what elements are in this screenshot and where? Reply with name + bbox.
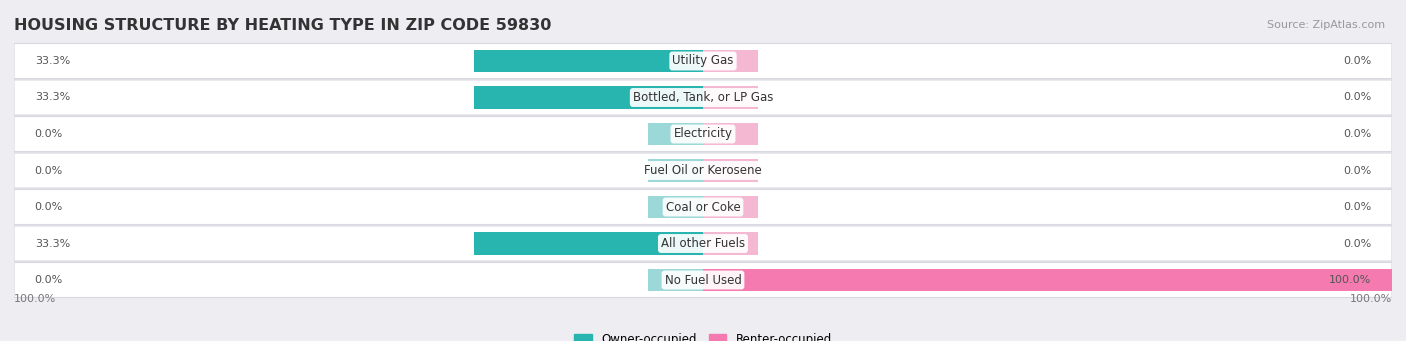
FancyBboxPatch shape: [14, 43, 1392, 78]
Text: Source: ZipAtlas.com: Source: ZipAtlas.com: [1267, 20, 1385, 30]
FancyBboxPatch shape: [14, 117, 1392, 151]
Bar: [648, 269, 703, 291]
Text: HOUSING STRUCTURE BY HEATING TYPE IN ZIP CODE 59830: HOUSING STRUCTURE BY HEATING TYPE IN ZIP…: [14, 18, 551, 33]
Text: 33.3%: 33.3%: [35, 56, 70, 66]
Text: Utility Gas: Utility Gas: [672, 55, 734, 68]
Bar: [703, 196, 758, 218]
Bar: [703, 159, 758, 182]
Bar: [648, 123, 703, 145]
FancyBboxPatch shape: [14, 153, 1392, 188]
Text: 100.0%: 100.0%: [1329, 275, 1371, 285]
Text: 0.0%: 0.0%: [1343, 129, 1371, 139]
Text: No Fuel Used: No Fuel Used: [665, 273, 741, 286]
Text: 0.0%: 0.0%: [1343, 92, 1371, 103]
Bar: [703, 86, 758, 109]
Bar: [703, 50, 758, 72]
Bar: [474, 232, 703, 255]
Bar: [474, 50, 703, 72]
Text: 0.0%: 0.0%: [35, 165, 63, 176]
Text: 33.3%: 33.3%: [35, 92, 70, 103]
Text: 0.0%: 0.0%: [35, 129, 63, 139]
Bar: [648, 159, 703, 182]
Text: All other Fuels: All other Fuels: [661, 237, 745, 250]
Bar: [474, 86, 703, 109]
Text: Electricity: Electricity: [673, 128, 733, 140]
Text: 0.0%: 0.0%: [1343, 202, 1371, 212]
Legend: Owner-occupied, Renter-occupied: Owner-occupied, Renter-occupied: [569, 329, 837, 341]
Text: 0.0%: 0.0%: [1343, 56, 1371, 66]
Bar: [703, 232, 758, 255]
Text: 0.0%: 0.0%: [35, 275, 63, 285]
Text: 33.3%: 33.3%: [35, 238, 70, 249]
Bar: [703, 269, 1392, 291]
Text: 100.0%: 100.0%: [14, 294, 56, 304]
FancyBboxPatch shape: [14, 80, 1392, 115]
Bar: [703, 123, 758, 145]
Text: 100.0%: 100.0%: [1350, 294, 1392, 304]
Text: 0.0%: 0.0%: [1343, 238, 1371, 249]
Text: 0.0%: 0.0%: [1343, 165, 1371, 176]
Text: Coal or Coke: Coal or Coke: [665, 201, 741, 213]
FancyBboxPatch shape: [14, 226, 1392, 261]
Text: Fuel Oil or Kerosene: Fuel Oil or Kerosene: [644, 164, 762, 177]
FancyBboxPatch shape: [14, 263, 1392, 298]
FancyBboxPatch shape: [14, 190, 1392, 224]
Text: 0.0%: 0.0%: [35, 202, 63, 212]
Bar: [648, 196, 703, 218]
Text: Bottled, Tank, or LP Gas: Bottled, Tank, or LP Gas: [633, 91, 773, 104]
